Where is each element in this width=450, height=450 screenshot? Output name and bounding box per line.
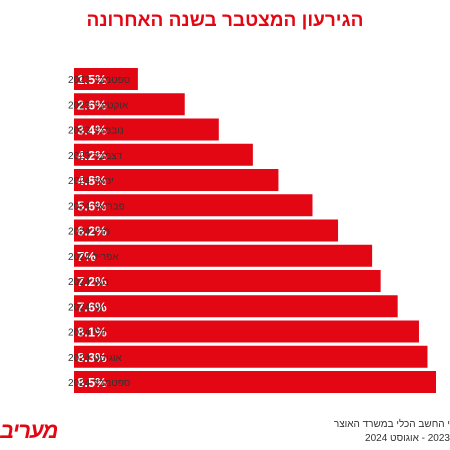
bar [74, 68, 138, 90]
category-label: מאי 2024 [68, 277, 109, 288]
bar-value-label: 8.3% [77, 350, 107, 365]
bar [74, 118, 219, 141]
bar [74, 194, 313, 217]
maariv-logo: מעריב [0, 418, 58, 443]
category-label: דצמבר 2023 [68, 151, 123, 162]
category-label: ספטמבר 2024 [68, 378, 131, 389]
source-note: י החשב הכלי במשרד האוצר 2023 - אוגוסט 20… [250, 418, 450, 446]
bar-value-label: 1.5% [77, 72, 107, 87]
category-label: נובמבר 2023 [68, 126, 124, 137]
bar-value-label: 8.1% [77, 325, 107, 340]
bar [74, 345, 428, 368]
bar-value-label: 2.6% [77, 97, 107, 112]
chart-title: הגירעון המצטבר בשנה האחרונה [86, 10, 364, 31]
bar [74, 371, 436, 393]
bar [74, 219, 339, 242]
bar-value-label: 8.5% [77, 375, 107, 390]
bar-value-label: 3.4% [77, 123, 107, 138]
category-label: אוקטובר 2023 [68, 100, 129, 111]
bar-value-label: 4.8% [77, 173, 107, 188]
bar-value-label: 7.6% [77, 299, 107, 314]
source-line-2: 2023 - אוגוסט 2024 [365, 433, 450, 444]
bar-value-label: 6.2% [77, 224, 107, 239]
bar-value-label: 5.6% [77, 198, 107, 213]
category-label: פברואר 2024 [68, 201, 125, 212]
bar-value-label: 4.2% [77, 148, 107, 163]
category-label: ינואר 2024 [68, 176, 114, 187]
category-label: מרץ 2024 [68, 227, 110, 238]
bar [74, 93, 185, 116]
bar [74, 169, 279, 191]
bar [74, 295, 398, 318]
category-label: יולי 2024 [68, 327, 106, 339]
bar [74, 270, 381, 292]
category-label: אפריל 2024 [68, 251, 119, 263]
bar [74, 244, 373, 267]
bar [74, 320, 419, 343]
source-line-1: י החשב הכלי במשרד האוצר [333, 419, 450, 430]
bar [74, 143, 253, 166]
category-label: אוגוסט 2024 [68, 353, 123, 364]
bar-value-label: 7.2% [77, 274, 107, 289]
bar-value-label: 7% [77, 249, 96, 264]
category-label: ספטמבר 2023 [68, 75, 131, 86]
category-label: יוני 2024 [68, 302, 105, 313]
